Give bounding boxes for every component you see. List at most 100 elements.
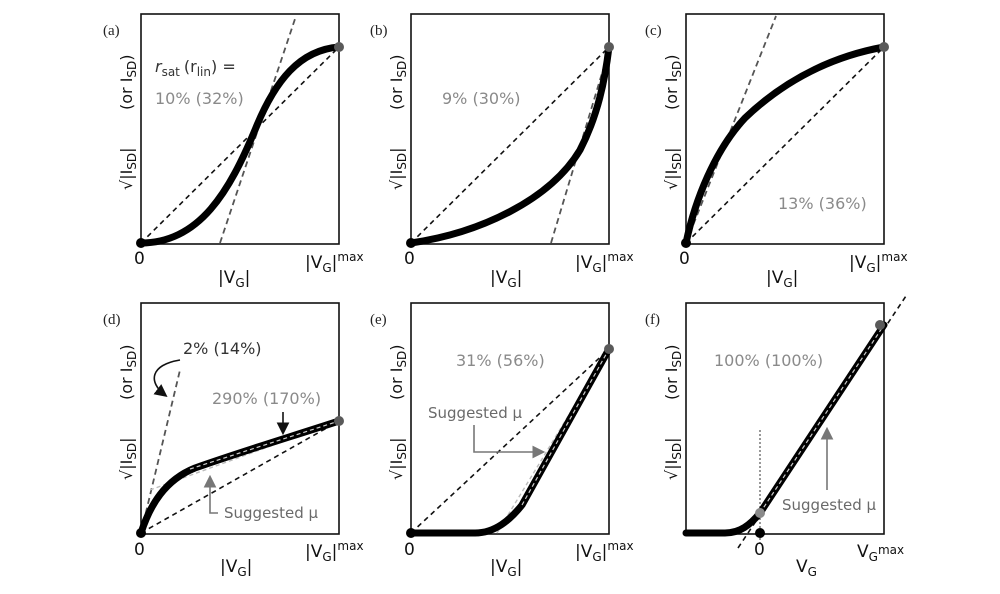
- panel-d-end-dot: [334, 416, 344, 426]
- panel-e: (e) √|ISD| (or ISD) 31% (56%) Suggested …: [370, 302, 634, 579]
- svg-text:(or ISD): (or ISD): [662, 344, 684, 400]
- panel-b-origin-label: 0: [404, 249, 415, 269]
- panel-d-origin-label: 0: [134, 540, 145, 560]
- panel-c-ylabel: √|ISD|: [662, 147, 684, 190]
- panel-d-fit-line: [149, 420, 340, 491]
- panel-c: (c) √|ISD| (or ISD) 13% (36%) 0 |VG| |VG…: [645, 13, 908, 290]
- panel-b-xlabel: |VG|: [490, 268, 522, 290]
- svg-text:√|ISD|: √|ISD|: [662, 147, 684, 190]
- panel-c-xlabel: |VG|: [766, 268, 798, 290]
- svg-text:√|ISD|: √|ISD|: [117, 147, 139, 190]
- panel-e-frame: [410, 302, 610, 535]
- panel-e-end-dot: [604, 344, 614, 354]
- panel-f-suggested: Suggested μ: [782, 496, 877, 514]
- panel-e-xlabel: |VG|: [490, 557, 522, 579]
- panel-c-ylabel-alt: (or ISD): [662, 54, 684, 110]
- panel-f-suggested-overlay: [759, 324, 885, 514]
- svg-text:√|ISD|: √|ISD|: [387, 437, 409, 480]
- panel-b-ratio: 9% (30%): [442, 89, 521, 108]
- panel-f: (f) √|ISD| (or ISD) 100% (100%) Suggeste…: [645, 295, 907, 579]
- panel-f-ylabel: √|ISD|: [662, 437, 684, 480]
- panel-a-ratio: 10% (32%): [155, 89, 244, 108]
- panel-d-origin-dot: [136, 528, 146, 538]
- panel-f-origin-label: 0: [754, 540, 765, 560]
- panel-f-end-dot: [875, 320, 885, 330]
- panel-f-xlabel: VG: [796, 557, 817, 579]
- panel-d-secant-line: [140, 420, 340, 534]
- panel-c-xmax: |VG|max: [849, 250, 908, 275]
- panel-b-ylabel: √|ISD|: [387, 147, 409, 190]
- panel-a-xlabel: |VG|: [218, 268, 250, 290]
- panel-b-origin-dot: [406, 238, 416, 248]
- panel-a-ylabel-main: √|I: [117, 170, 136, 190]
- panel-a-header: rsat (rlin) =: [155, 57, 236, 79]
- panel-a-letter: (a): [103, 23, 120, 39]
- panel-e-secant-line: [410, 348, 610, 534]
- panel-b-xmax: |VG|max: [575, 250, 634, 275]
- panel-f-letter: (f): [645, 312, 660, 328]
- svg-text:√|ISD|: √|ISD|: [387, 147, 409, 190]
- panel-a-ylabel: √|ISD|: [117, 147, 139, 190]
- svg-text:(or ISD): (or ISD): [117, 344, 139, 400]
- panel-d-xmax: |VG|max: [305, 539, 364, 564]
- panel-e-ratio: 31% (56%): [456, 351, 545, 370]
- panel-d-suggested: Suggested μ: [224, 504, 319, 522]
- panel-a-origin-label: 0: [134, 249, 145, 269]
- panel-b-frame: [410, 13, 610, 245]
- svg-text:√|ISD|: √|ISD|: [117, 437, 139, 480]
- panel-e-curve: [407, 345, 613, 537]
- panel-a-end-dot: [334, 42, 344, 52]
- panel-d-xlabel: |VG|: [220, 557, 252, 579]
- panel-c-letter: (c): [645, 23, 662, 39]
- panel-e-ylabel-alt: (or ISD): [387, 344, 409, 400]
- panel-d-frame: [140, 302, 340, 535]
- panel-c-ratio: 13% (36%): [778, 194, 867, 213]
- panel-c-secant-line: [685, 46, 885, 244]
- panel-d-tangent-line: [140, 369, 181, 534]
- panel-e-xmax: |VG|max: [575, 539, 634, 564]
- panel-f-frame: [685, 302, 885, 535]
- panel-d-ylabel: √|ISD|: [117, 437, 139, 480]
- panel-e-ylabel: √|ISD|: [387, 437, 409, 480]
- panel-d-letter: (d): [103, 312, 121, 328]
- panel-f-origin-dot: [755, 528, 765, 538]
- svg-text:(or ISD): (or ISD): [387, 344, 409, 400]
- svg-text:(or ISD): (or ISD): [662, 54, 684, 110]
- panel-e-letter: (e): [370, 312, 387, 328]
- panel-a-frame: [140, 13, 340, 245]
- panel-f-ylabel-alt: (or ISD): [662, 344, 684, 400]
- panel-b-secant-line: [410, 46, 610, 244]
- panel-b-letter: (b): [370, 23, 388, 39]
- panel-a-secant-line: [140, 46, 340, 244]
- panel-a: (a) √|ISD| (or ISD) rsat (rlin) = 10% (32…: [103, 13, 364, 290]
- panel-d-ratio-arrow: [153, 359, 181, 397]
- panel-e-fit-line: [496, 348, 610, 534]
- panel-c-frame: [685, 13, 885, 245]
- panel-e-origin-dot: [406, 528, 416, 538]
- svg-text:√|ISD|: √|ISD|: [662, 437, 684, 480]
- panel-b-curve: [407, 43, 613, 247]
- svg-text:(or ISD): (or ISD): [117, 54, 139, 110]
- panel-c-end-dot: [879, 42, 889, 52]
- panel-b-end-dot: [604, 42, 614, 52]
- panel-a-ylabel-alt: (or I: [117, 78, 136, 110]
- panel-e-origin-label: 0: [404, 540, 415, 560]
- panel-a-xmax: |VG|max: [305, 250, 364, 275]
- panel-b: (b) √|ISD| (or ISD) 9% (30%) 0 |VG| |VG|…: [370, 13, 634, 290]
- panel-a-curve: [137, 43, 343, 247]
- panel-d-ratio: 2% (14%): [183, 339, 262, 358]
- panel-f-ratio: 100% (100%): [714, 351, 823, 370]
- panel-e-suggested: Suggested μ: [428, 404, 523, 422]
- panel-f-threshold-dot: [755, 508, 765, 518]
- panel-f-xmax: VGmax: [857, 542, 904, 564]
- panel-d-suggested-overlay: [189, 420, 340, 470]
- panel-d-ylabel-alt: (or ISD): [117, 344, 139, 400]
- panel-a-origin-dot: [136, 238, 146, 248]
- panel-c-curve: [682, 43, 888, 247]
- panel-d: (d) √|ISD| (or ISD) 2% (14%) 290% (170%)…: [103, 302, 364, 579]
- panel-d-suggested-arrow: [203, 474, 218, 514]
- panel-e-suggested-overlay: [521, 348, 610, 506]
- svg-text:(or ISD): (or ISD): [387, 54, 409, 110]
- panel-d-ratio2: 290% (170%): [212, 389, 321, 408]
